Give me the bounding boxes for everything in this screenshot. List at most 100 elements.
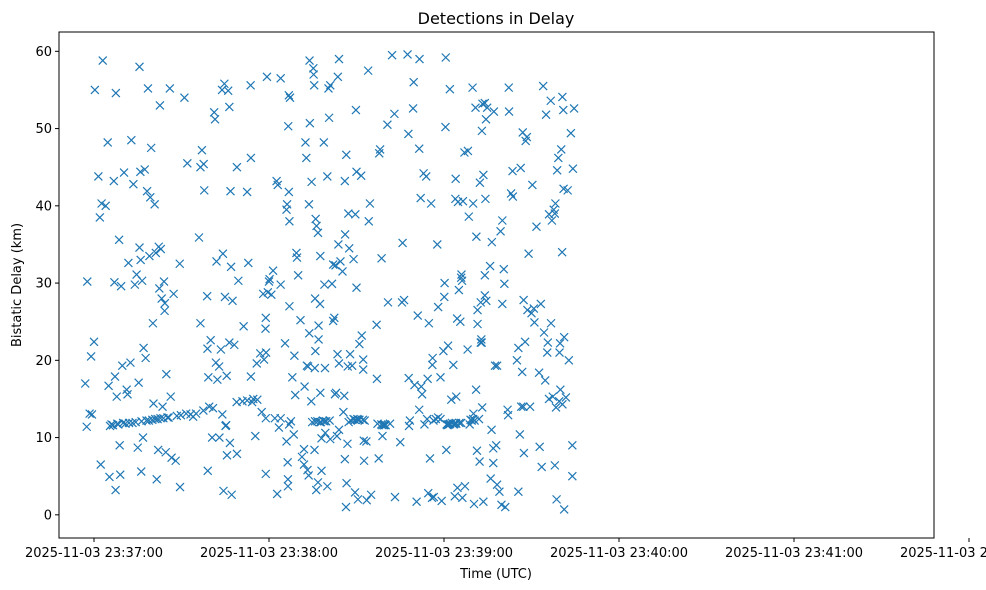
data-point	[310, 363, 320, 373]
data-point	[566, 128, 576, 138]
data-point	[356, 171, 366, 181]
y-axis-label: Bistatic Delay (km)	[10, 223, 25, 347]
data-point	[93, 172, 103, 181]
data-point	[262, 72, 272, 82]
data-point	[261, 313, 271, 323]
data-point	[457, 276, 467, 286]
data-point	[374, 454, 384, 463]
data-point	[332, 431, 342, 441]
data-point	[290, 390, 300, 400]
data-point	[540, 375, 550, 385]
data-point	[414, 405, 424, 415]
data-point	[452, 483, 462, 493]
data-point	[382, 120, 392, 130]
data-point	[427, 360, 437, 370]
data-point	[105, 472, 114, 482]
data-point	[301, 138, 310, 147]
data-point	[305, 56, 314, 66]
data-point	[322, 481, 332, 491]
data-point	[403, 129, 413, 139]
x-tick-label: 2025-11-03 23:40:00	[550, 546, 688, 561]
data-point	[427, 493, 437, 503]
data-point	[130, 280, 140, 290]
data-point	[191, 409, 201, 419]
data-point	[182, 158, 192, 168]
data-point	[246, 153, 256, 163]
data-point	[314, 321, 324, 330]
y-axis-ticks: 0 10 20 30 40 50 60	[35, 45, 59, 523]
data-point	[525, 402, 535, 412]
data-point	[405, 416, 415, 426]
data-point	[210, 114, 220, 124]
data-point	[489, 107, 499, 116]
data-point	[151, 248, 161, 258]
y-tick-label: 40	[35, 199, 52, 214]
data-point	[555, 385, 565, 395]
data-point	[445, 84, 455, 94]
data-point	[333, 349, 342, 359]
data-point	[504, 83, 514, 93]
data-point	[513, 487, 523, 497]
data-point	[313, 228, 323, 238]
data-point	[503, 410, 513, 420]
data-point	[247, 397, 257, 407]
data-point	[416, 193, 426, 203]
data-point	[194, 233, 204, 242]
data-point	[333, 240, 343, 249]
data-point	[456, 273, 466, 283]
data-point	[80, 379, 90, 388]
x-tick-label: 2025-11-03 23:42:00	[900, 546, 986, 561]
data-point	[175, 259, 185, 269]
data-point	[165, 83, 175, 93]
data-point	[212, 257, 221, 266]
data-point	[426, 199, 436, 208]
data-point	[387, 50, 397, 60]
data-point	[299, 460, 309, 470]
data-point	[217, 409, 227, 419]
data-point	[497, 299, 507, 309]
data-point	[365, 199, 375, 208]
data-point	[527, 308, 536, 318]
data-point	[98, 56, 108, 66]
data-point	[350, 487, 360, 497]
data-point	[85, 409, 95, 419]
data-point	[492, 480, 502, 490]
data-point	[283, 457, 293, 467]
data-point	[115, 470, 125, 480]
data-point	[338, 407, 348, 417]
data-point	[320, 363, 330, 373]
data-point	[134, 378, 144, 388]
data-point	[206, 335, 216, 345]
x-axis-label: Time (UTC)	[459, 567, 532, 582]
data-point	[136, 467, 146, 476]
data-point	[135, 243, 144, 252]
x-tick-label: 2025-11-03 23:41:00	[725, 546, 863, 561]
data-point	[274, 423, 284, 432]
data-point	[314, 335, 324, 344]
data-point	[149, 399, 158, 409]
data-point	[221, 420, 231, 430]
data-point	[232, 162, 242, 172]
plot-frame	[58, 31, 935, 539]
data-point	[159, 277, 169, 286]
data-point	[242, 187, 252, 197]
data-point	[415, 54, 424, 64]
data-point	[508, 192, 518, 201]
data-point	[225, 438, 235, 448]
data-point	[423, 374, 433, 384]
data-point	[360, 416, 370, 426]
data-point	[265, 274, 275, 284]
data-point	[416, 382, 426, 392]
data-point	[310, 445, 319, 455]
data-point	[352, 283, 361, 293]
data-point	[199, 185, 209, 195]
data-point	[343, 209, 353, 218]
data-point	[547, 216, 557, 225]
data-point	[559, 504, 569, 514]
data-point	[90, 85, 100, 95]
data-point	[361, 437, 371, 446]
data-point	[327, 279, 337, 289]
data-point	[569, 104, 579, 113]
data-point	[440, 278, 450, 288]
data-point	[437, 496, 447, 506]
